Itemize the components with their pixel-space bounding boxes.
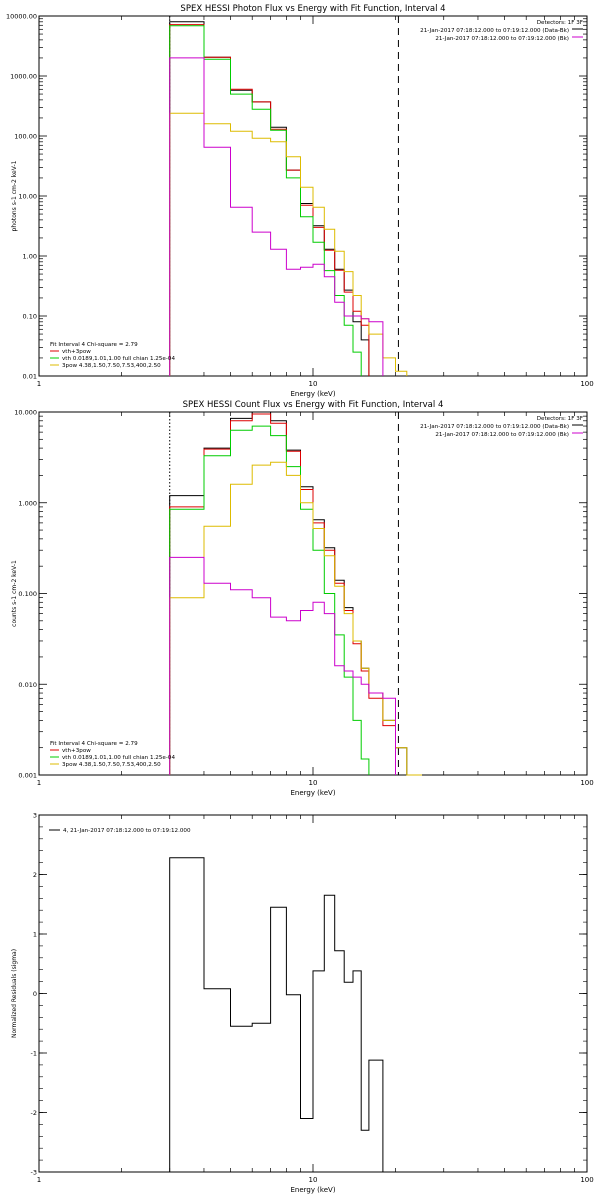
series-line-0 [169,21,370,376]
x-tick-label: 10 [309,380,318,388]
y-axis-label: photons s-1 cm-2 keV-1 [11,160,18,231]
x-tick-label: 100 [580,1176,593,1184]
y-tick-label: -3 [31,1169,37,1177]
y-tick-label: 0.001 [18,772,37,780]
header-annotation-line: 21-Jan-2017 07:18:12.000 to 07:19:12.000… [420,424,569,430]
header-annotation-line: 21-Jan-2017 07:18:12.000 to 07:19:12.000… [435,36,569,42]
y-tick-label: -2 [31,1109,37,1117]
legend-entry: vth 0.0189,1.01,1.00 full chian 1.25e-04 [62,356,175,362]
y-tick-label: 10000.00 [6,13,37,21]
series-line-2 [169,25,362,376]
series-line-3 [169,112,408,376]
y-tick-label: 1 [33,931,37,939]
plot-frame [38,411,588,776]
legend-entry: 3pow 4.38,1.50,7.50,7.53,400,2.50 [62,762,161,768]
x-tick-label: 1 [37,1176,41,1184]
y-tick-label: 10.00 [18,193,37,201]
y-tick-label: 1.00 [23,253,37,261]
series-line-1 [169,24,370,376]
x-tick-label: 100 [580,380,593,388]
header-annotation-line: 21-Jan-2017 07:18:12.000 to 07:19:12.000… [435,432,569,438]
fit-interval-label: Fit Interval 4 Chi-square = 2.79 [50,342,138,348]
series-line-0 [169,857,396,1173]
chart-title: SPEX HESSI Photon Flux vs Energy with Fi… [180,4,445,14]
series-line-2 [169,425,370,775]
y-axis-label: Normalized Residuals (sigma) [11,949,18,1038]
y-tick-label: 10.000 [14,409,37,417]
y-tick-label: -1 [31,1050,37,1058]
x-axis-label: Energy (keV) [290,1186,335,1194]
y-tick-label: 2 [33,871,37,879]
series-line-4 [169,57,384,376]
y-tick-label: 0 [33,990,37,998]
legend-entry: vth 0.0189,1.01,1.00 full chian 1.25e-04 [62,755,175,761]
series-line-3 [169,461,422,776]
header-annotation-line: 21-Jan-2017 07:18:12.000 to 07:19:12.000… [420,28,569,34]
x-tick-label: 10 [309,1176,318,1184]
y-tick-label: 1.000 [18,499,37,507]
y-tick-label: 3 [33,812,37,820]
legend-entry: vth+3pow [62,748,91,754]
legend-entry: 4, 21-Jan-2017 07:18:12.000 to 07:19:12.… [63,828,191,834]
x-axis-label: Energy (keV) [290,390,335,398]
x-axis-label: Energy (keV) [290,789,335,797]
y-tick-label: 1000.00 [10,73,37,81]
x-tick-label: 10 [309,779,318,787]
y-tick-label: 0.10 [23,313,37,321]
y-tick-label: 0.010 [18,681,37,689]
series-line-4 [169,556,396,775]
y-axis-label: counts s-1 cm-2 keV-1 [11,560,18,627]
legend-entry: vth+3pow [62,349,91,355]
legend-entry: 3pow 4.38,1.50,7.50,7.53,400,2.50 [62,363,161,369]
y-tick-label: 0.01 [23,373,37,381]
chart-title: SPEX HESSI Count Flux vs Energy with Fit… [183,400,444,410]
x-tick-label: 1 [37,380,41,388]
y-tick-label: 100.00 [14,133,37,141]
header-annotation-line: Detectors: 1F 3F [537,416,583,422]
series-line-1 [169,413,396,775]
x-tick-label: 1 [37,779,41,787]
x-tick-label: 100 [580,779,593,787]
fit-interval-label: Fit Interval 4 Chi-square = 2.79 [50,741,138,747]
y-tick-label: 0.100 [18,590,37,598]
header-annotation-line: Detectors: 1F 3F [537,20,583,26]
